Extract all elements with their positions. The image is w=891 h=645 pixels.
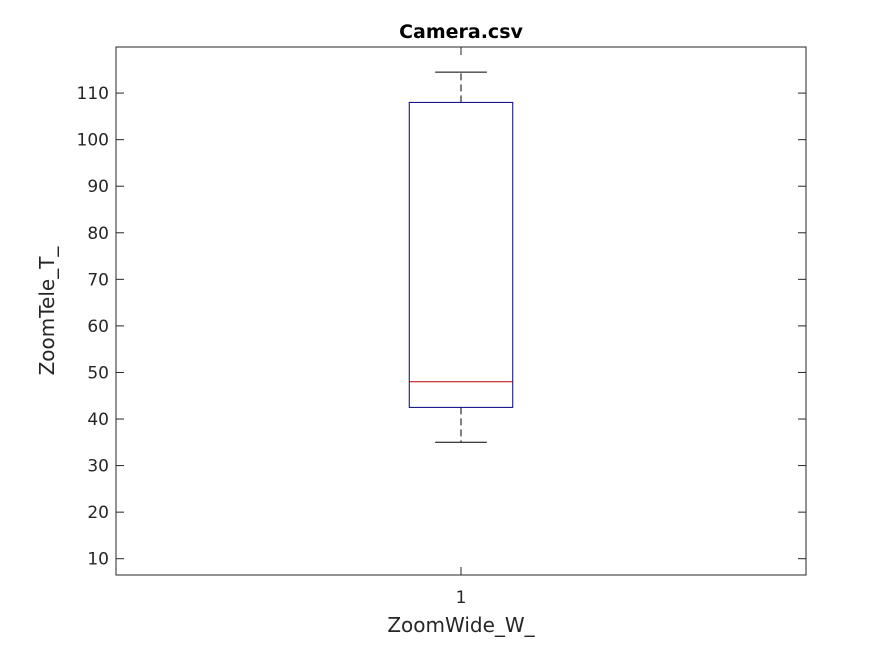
chart-title: Camera.csv <box>399 21 523 43</box>
y-tick-label: 110 <box>77 84 109 104</box>
y-tick-label: 70 <box>87 270 109 290</box>
x-axis: 1 <box>456 47 467 608</box>
x-axis-label: ZoomWide_W_ <box>387 613 535 637</box>
y-tick-label: 80 <box>87 224 109 244</box>
box <box>408 101 514 408</box>
y-axis: 10 20 30 40 50 60 70 80 90 100 110 <box>77 84 806 570</box>
y-tick-label: 20 <box>87 503 109 523</box>
y-tick-label: 60 <box>87 317 109 337</box>
y-tick-label: 40 <box>87 410 109 430</box>
box-group <box>408 71 514 443</box>
y-tick-label: 30 <box>87 457 109 477</box>
x-tick-label: 1 <box>456 588 467 608</box>
plot-area <box>115 46 807 576</box>
y-tick-label: 50 <box>87 363 109 383</box>
y-axis-label: ZoomTele_T_ <box>35 246 59 376</box>
y-tick-label: 100 <box>77 131 109 151</box>
y-tick-label: 10 <box>87 550 109 570</box>
y-tick-label: 90 <box>87 177 109 197</box>
